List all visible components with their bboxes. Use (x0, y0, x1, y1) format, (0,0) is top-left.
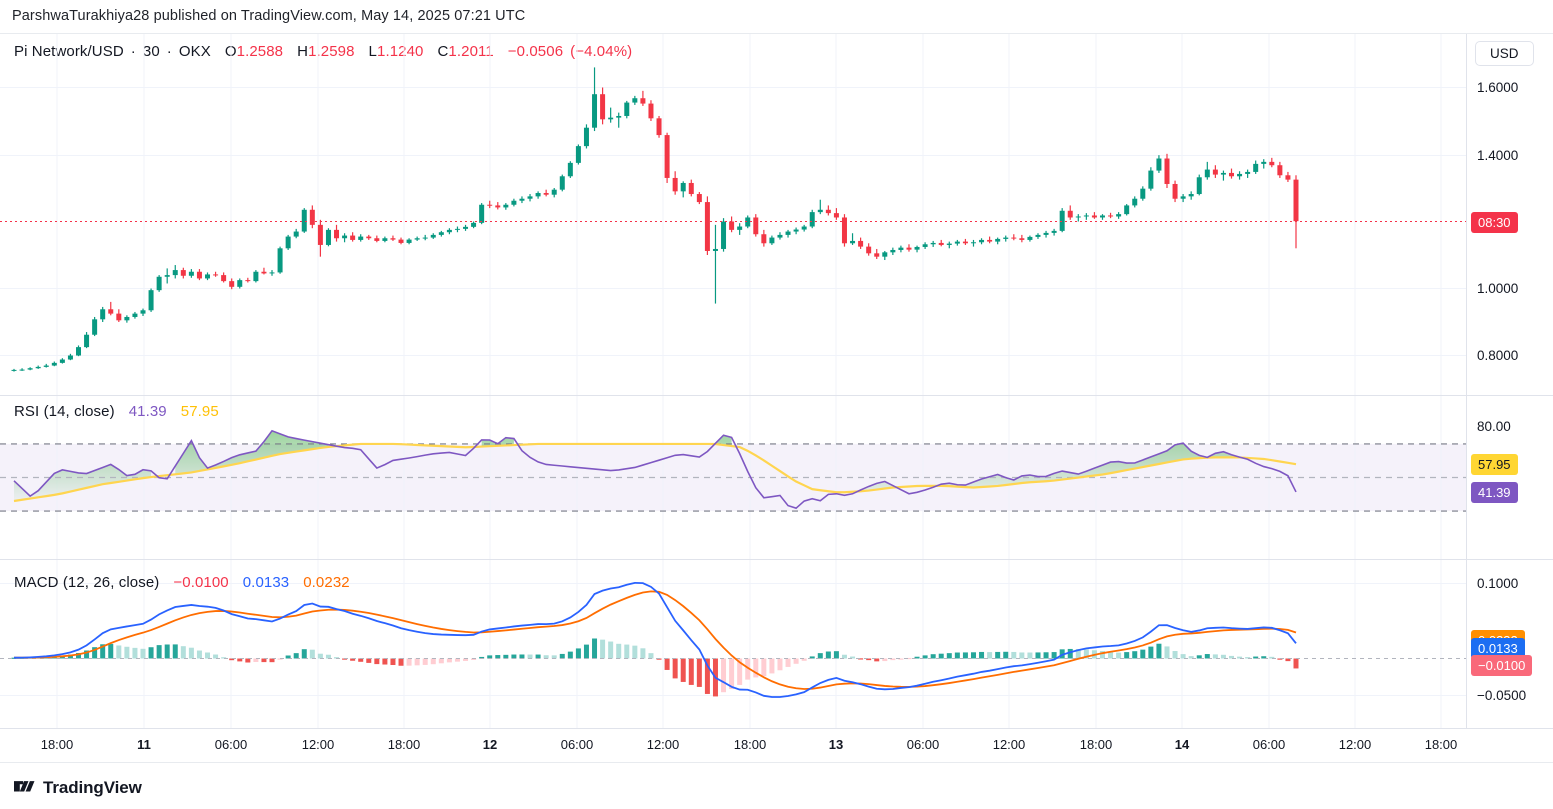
time-label-1: 11 (137, 737, 151, 752)
rsi-pane[interactable] (0, 396, 1467, 559)
legend-interval[interactable]: 30 (142, 43, 160, 60)
time-label-6: 06:00 (560, 737, 594, 752)
time-label-4: 18:00 (387, 737, 421, 752)
rsi-title[interactable]: RSI (14, close) (14, 403, 115, 420)
time-label-12: 18:00 (1079, 737, 1113, 752)
macd-hist-value: −0.0100 (173, 574, 229, 591)
time-label-7: 12:00 (646, 737, 680, 752)
time-label-14: 06:00 (1252, 737, 1286, 752)
time-label-0: 18:00 (40, 737, 74, 752)
rsi-tick-0: 80.00 (1477, 419, 1511, 435)
legend-open-value: 1.2588 (236, 43, 284, 60)
macd-line-value: 0.0133 (242, 574, 290, 591)
macd-tick-1: −0.0500 (1477, 687, 1527, 703)
macd-legend[interactable]: MACD (12, 26, close) −0.0100 0.0133 0.0232 (14, 574, 350, 591)
legend-sep-1: · (130, 43, 136, 60)
macd-signal-value: 0.0232 (303, 574, 350, 591)
macd-line-badge: 0.0133 (1471, 637, 1525, 659)
time-label-16: 18:00 (1424, 737, 1458, 752)
rsi-ma-badge: 57.95 (1471, 454, 1518, 476)
time-label-8: 18:00 (733, 737, 767, 752)
legend-sep-2: · (166, 43, 172, 60)
currency-badge[interactable]: USD (1475, 41, 1534, 66)
rsi-ma-value: 57.95 (180, 403, 219, 420)
legend-change-abs: −0.0506 (507, 43, 564, 60)
time-label-5: 12 (482, 737, 498, 752)
tradingview-branding: TradingView (14, 778, 142, 798)
last-price-badge: 08:30 (1471, 211, 1518, 233)
legend-high-label: H (297, 43, 309, 60)
macd-tick-0: 0.1000 (1477, 575, 1519, 591)
time-label-2: 06:00 (214, 737, 248, 752)
legend-close-label: C (437, 43, 449, 60)
legend-close-value: 1.2011 (448, 43, 494, 60)
tradingview-wordmark: TradingView (43, 778, 142, 797)
macd-title[interactable]: MACD (12, 26, close) (14, 574, 160, 591)
price-tick-3: 0.8000 (1477, 347, 1519, 363)
rsi-value-badge: 41.39 (1471, 481, 1518, 503)
scale-divider-1 (1467, 395, 1553, 396)
legend-high-value: 1.2598 (308, 43, 355, 60)
legend-exchange[interactable]: OKX (178, 43, 211, 60)
time-label-13: 14 (1174, 737, 1190, 752)
publisher-line: ParshwaTurakhiya28 published on TradingV… (12, 8, 526, 24)
price-tick-1: 1.4000 (1477, 147, 1519, 163)
time-label-15: 12:00 (1338, 737, 1372, 752)
price-tick-2: 1.0000 (1477, 280, 1519, 296)
time-label-11: 12:00 (992, 737, 1026, 752)
pane-divider-rsi-macd (0, 559, 1553, 560)
macd-chart-svg (0, 560, 1467, 728)
scale-divider-2 (1467, 559, 1553, 560)
price-pane[interactable] (0, 34, 1467, 395)
pane-divider-price-rsi (0, 395, 1553, 396)
time-label-10: 06:00 (906, 737, 940, 752)
rsi-value: 41.39 (128, 403, 167, 420)
time-scale[interactable]: 18:00 11 06:00 12:00 18:00 12 06:00 12:00 18:00 1… (0, 728, 1553, 763)
macd-hist-badge: −0.0100 (1471, 655, 1533, 677)
price-scale[interactable]: USD 1.6000 1.4000 1.0000 0.8000 08:30 80… (1466, 34, 1553, 728)
rsi-chart-svg (0, 396, 1467, 559)
rsi-legend[interactable]: RSI (14, close) 41.39 57.95 (14, 403, 219, 420)
header-divider (0, 33, 1553, 34)
tradingview-logo-icon (14, 780, 35, 792)
legend-symbol[interactable]: Pi Network/USD (14, 43, 124, 60)
price-chart-svg (0, 34, 1467, 395)
legend-change-pct: (−4.04%) (570, 43, 633, 60)
time-scale-bottom-divider (0, 762, 1553, 763)
time-label-9: 13 (828, 737, 844, 752)
macd-pane[interactable] (0, 560, 1467, 728)
time-label-3: 12:00 (301, 737, 335, 752)
legend-low-label: L (368, 43, 377, 60)
legend-low-value: 1.1240 (377, 43, 424, 60)
chart-legend[interactable]: Pi Network/USD·30·OKXO1.2588H1.2598L1.12… (14, 43, 632, 60)
price-tick-0: 1.6000 (1477, 79, 1519, 95)
